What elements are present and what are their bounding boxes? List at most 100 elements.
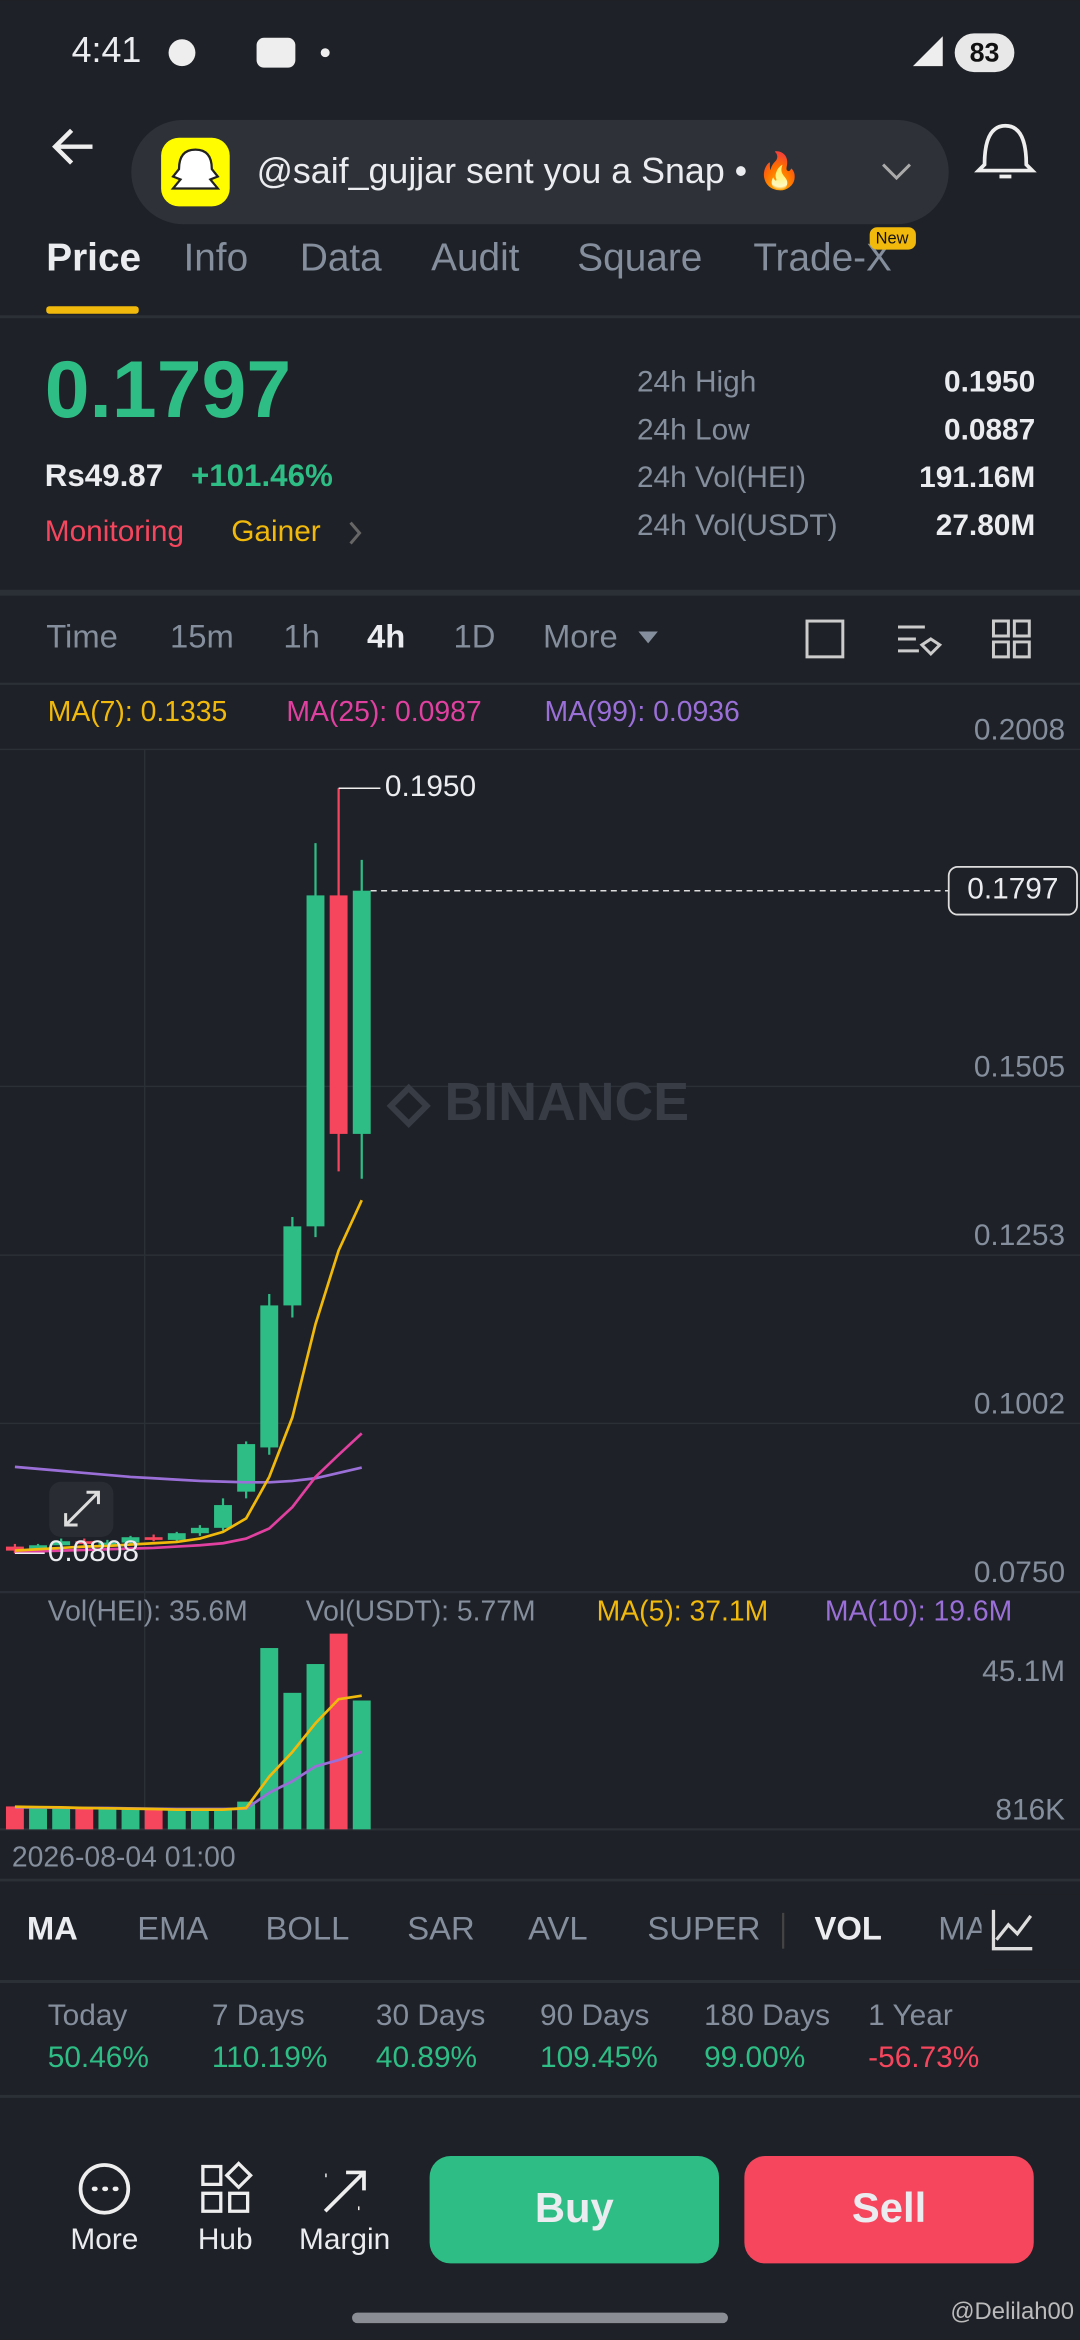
stat-label: 24h Low: [637, 413, 750, 446]
tab[interactable]: Square: [577, 236, 702, 279]
notification[interactable]: [131, 119, 949, 225]
ghost: [170, 148, 221, 190]
stat-value: 0.0887: [944, 413, 1035, 446]
bell-icon[interactable]: [974, 123, 1037, 179]
ma7-line: [14, 1199, 363, 1552]
volume-bar: [306, 1664, 325, 1830]
chart-icon[interactable]: [991, 1909, 1033, 1951]
volume-bar: [121, 1809, 140, 1830]
chart-time: 2026-08-04 01:00: [12, 1842, 236, 1874]
last-price-box: [947, 865, 1078, 916]
candle-body: [167, 1533, 186, 1540]
buy-button[interactable]: [429, 2156, 720, 2264]
fullscreen-icon[interactable]: [805, 619, 845, 659]
more-icon[interactable]: [78, 2163, 131, 2215]
vol-legend: Vol(HEI): 35.6M: [48, 1596, 248, 1628]
volume-bar: [98, 1809, 117, 1830]
volume-bar: [29, 1807, 47, 1830]
high-label: 0.1950: [385, 770, 476, 803]
stat-value: 0.1950: [944, 366, 1035, 399]
y-tick-label: 0.1002: [974, 1387, 1065, 1420]
action-label[interactable]: Hub: [198, 2223, 253, 2256]
new-badge: [869, 227, 916, 250]
battery: [954, 33, 1015, 73]
indicator-tab[interactable]: MA: [938, 1909, 987, 1946]
indicator-tab[interactable]: SAR: [407, 1909, 474, 1946]
stat-label: 24h Vol(HEI): [637, 461, 806, 494]
tab[interactable]: Price: [46, 236, 141, 279]
y-tick-label: 0.0750: [974, 1556, 1065, 1589]
interval[interactable]: 15m: [170, 618, 234, 655]
interval[interactable]: More: [543, 618, 618, 655]
gainer-tag[interactable]: Gainer: [231, 515, 321, 548]
period-label: Today: [48, 1999, 128, 2032]
status-icon: [256, 37, 296, 68]
indicator-fade: [981, 1894, 1080, 1970]
settings-icon[interactable]: [898, 625, 943, 656]
candle-body: [283, 1226, 302, 1306]
indicator-tab[interactable]: SUPER: [647, 1909, 760, 1946]
ma25-line: [14, 1432, 363, 1554]
ma99-line: [14, 1465, 363, 1484]
layout-icon[interactable]: [991, 619, 1031, 659]
indicator-tab[interactable]: MA: [27, 1909, 78, 1946]
home-indicator: [352, 2312, 728, 2324]
tab[interactable]: Data: [300, 236, 382, 279]
action-label[interactable]: Margin: [299, 2223, 390, 2256]
candle-body: [237, 1444, 256, 1492]
action-label[interactable]: More: [70, 2223, 138, 2256]
interval[interactable]: Time: [46, 618, 118, 655]
ma-legend: MA(25): 0.0987: [286, 696, 481, 728]
sell-label: Sell: [852, 2184, 926, 2231]
fiat-price: Rs49.87: [45, 458, 163, 493]
expand-chevron[interactable]: [882, 163, 911, 181]
ma-legend: MA(99): 0.0936: [544, 696, 739, 728]
clock: 4:41: [72, 30, 142, 70]
candle-body: [144, 1537, 163, 1540]
vol-tick-label: 816K: [995, 1794, 1065, 1827]
indicator-tab[interactable]: EMA: [137, 1909, 208, 1946]
interval[interactable]: 1h: [283, 618, 319, 655]
signal-icon: [912, 36, 943, 67]
stat-value: 191.16M: [919, 461, 1035, 494]
candle-body: [214, 1505, 232, 1528]
volume-bar: [5, 1806, 24, 1830]
period-change: 40.89%: [376, 2041, 477, 2074]
chevron: [349, 521, 362, 545]
status-icon: [320, 48, 330, 58]
expand-icon: [64, 1490, 100, 1527]
period-label: 90 Days: [540, 1999, 649, 2032]
volume-bar: [190, 1809, 209, 1830]
indicator-tab[interactable]: VOL: [814, 1909, 881, 1946]
period-label: 1 Year: [868, 1999, 953, 2032]
tab[interactable]: Audit: [431, 236, 520, 279]
period-change: 50.46%: [48, 2041, 149, 2074]
tab[interactable]: Info: [183, 236, 248, 279]
vol-ma5-line: [14, 1694, 362, 1811]
binance-watermark: BINANCE: [445, 1072, 690, 1132]
interval[interactable]: 4h: [367, 618, 405, 655]
interval[interactable]: 1D: [453, 618, 495, 655]
more-caret: [638, 631, 658, 644]
tab[interactable]: Trade-X: [753, 236, 892, 279]
indicator-tab[interactable]: BOLL: [266, 1909, 350, 1946]
y-tick-label: 0.2008: [974, 713, 1065, 746]
period-change: 109.45%: [540, 2041, 658, 2074]
hub-icon[interactable]: [201, 2161, 253, 2213]
vol-tick-label: 45.1M: [982, 1655, 1065, 1688]
volume-bar: [214, 1808, 232, 1830]
y-tick-label: 0.1253: [974, 1219, 1065, 1252]
indicator-tab[interactable]: AVL: [528, 1909, 588, 1946]
period-label: 180 Days: [704, 1999, 830, 2032]
buy-label: Buy: [535, 2184, 614, 2231]
vol-legend: MA(5): 37.1M: [597, 1596, 769, 1628]
stat-label: 24h Vol(USDT): [637, 509, 838, 542]
monitoring-tag[interactable]: Monitoring: [45, 515, 184, 548]
back-button[interactable]: [52, 128, 93, 165]
sell-button[interactable]: [744, 2156, 1034, 2264]
volume-bar: [167, 1810, 186, 1830]
margin-icon[interactable]: [323, 2170, 366, 2213]
binance-logo: [386, 1083, 431, 1128]
